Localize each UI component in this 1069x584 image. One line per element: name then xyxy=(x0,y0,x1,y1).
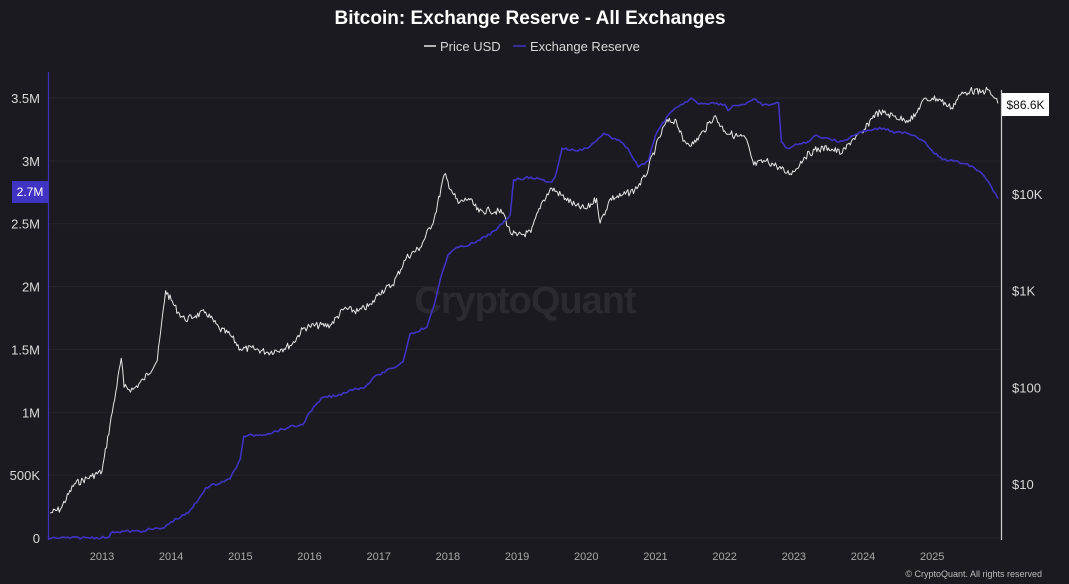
right-tick-label: $10K xyxy=(1012,187,1043,202)
x-axis-ticks: 2013 2014 2015 2016 2017 2018 2019 2020 2021 2022… xyxy=(90,551,945,563)
current-reserve-tag: 2.7M xyxy=(12,181,48,203)
legend-label-reserve[interactable]: Exchange Reserve xyxy=(530,39,640,54)
watermark: CryptoQuant xyxy=(414,280,637,322)
copyright-text: © CryptoQuant. All rights reserved xyxy=(905,569,1042,579)
series-line-reserve xyxy=(47,97,999,540)
x-tick-label: 2022 xyxy=(712,551,736,563)
x-tick-label: 2016 xyxy=(297,551,321,563)
x-tick-label: 2015 xyxy=(228,551,252,563)
x-tick-label: 2025 xyxy=(920,551,944,563)
x-tick-label: 2019 xyxy=(505,551,529,563)
x-tick-label: 2018 xyxy=(436,551,460,563)
left-tick-label: 2.5M xyxy=(11,217,40,232)
x-tick-label: 2024 xyxy=(851,551,875,563)
current-price-tag: $86.6K xyxy=(1002,93,1049,116)
x-tick-label: 2020 xyxy=(574,551,598,563)
grid-lines xyxy=(49,97,1000,539)
left-tick-label: 1.5M xyxy=(11,342,40,357)
current-price-label: $86.6K xyxy=(1006,98,1044,112)
left-tick-label: 3M xyxy=(22,154,40,169)
current-reserve-label: 2.7M xyxy=(17,185,44,199)
x-tick-label: 2017 xyxy=(366,551,390,563)
series-line-price xyxy=(49,86,999,514)
current-reserve-tag-bg xyxy=(12,181,48,203)
current-price-tag-bg xyxy=(1002,93,1049,116)
left-tick-label: 1M xyxy=(22,405,40,420)
right-tick-label: $100 xyxy=(1012,380,1041,395)
right-tick-label: $1K xyxy=(1012,284,1035,299)
legend-label-price[interactable]: Price USD xyxy=(440,39,501,54)
left-tick-label: 500K xyxy=(10,468,41,483)
chart-title: Bitcoin: Exchange Reserve - All Exchange… xyxy=(334,8,725,29)
x-tick-label: 2021 xyxy=(643,551,667,563)
legend[interactable]: Price USD Exchange Reserve xyxy=(424,39,640,54)
right-tick-label: $10 xyxy=(1012,477,1034,492)
right-axis-ticks: $10 $100 $1K $10K xyxy=(1012,187,1043,492)
x-tick-label: 2023 xyxy=(782,551,806,563)
left-tick-label: 0 xyxy=(33,531,40,546)
x-tick-label: 2014 xyxy=(159,551,183,563)
left-tick-label: 2M xyxy=(22,280,40,295)
left-tick-label: 3.5M xyxy=(11,91,40,106)
x-tick-label: 2013 xyxy=(90,551,114,563)
left-axis-ticks: 0 500K 1M 1.5M 2M 2.5M 3M 3.5M xyxy=(10,91,41,546)
